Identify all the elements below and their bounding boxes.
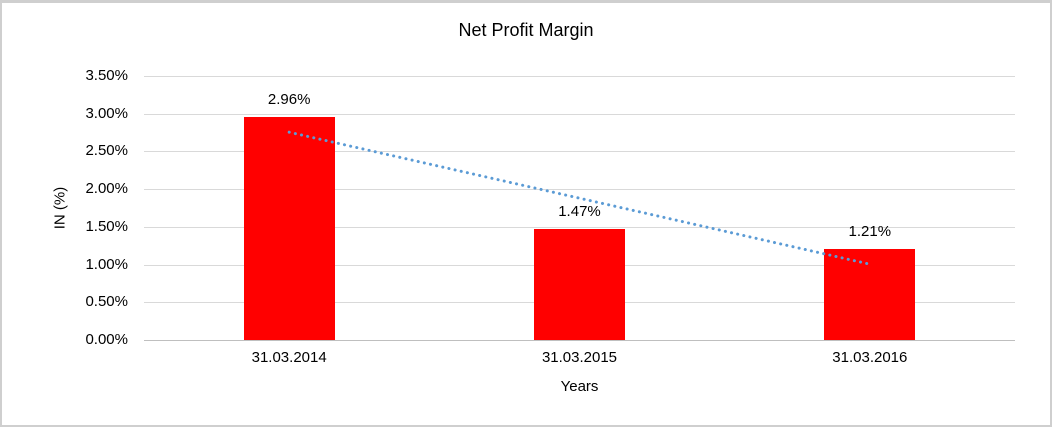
gridline xyxy=(144,340,1015,341)
trendline xyxy=(287,130,872,266)
data-label: 1.21% xyxy=(848,222,892,240)
gridline xyxy=(144,76,1015,77)
trendline-dotted-line xyxy=(287,130,872,266)
gridline xyxy=(144,189,1015,191)
y-tick-label: 3.50% xyxy=(85,67,128,84)
x-axis-title: Years xyxy=(560,378,599,395)
bar-31.03.2016 xyxy=(824,248,916,340)
x-tick-label: 31.03.2015 xyxy=(541,349,618,366)
y-tick-label: 3.00% xyxy=(85,104,128,122)
x-tick-label: 31.03.2014 xyxy=(251,349,327,366)
x-tick-label: 31.03.2016 xyxy=(832,349,908,366)
bar-31.03.2014 xyxy=(243,116,335,340)
y-tick-label: 1.50% xyxy=(85,217,128,235)
gridline xyxy=(144,226,1015,228)
data-label: 1.47% xyxy=(558,203,601,221)
y-tick-label: 0.50% xyxy=(85,293,128,311)
bar-31.03.2015 xyxy=(534,229,625,340)
chart-title: Net Profit Margin xyxy=(458,20,594,40)
y-tick-label: 0.00% xyxy=(85,331,128,348)
y-tick-label: 2.00% xyxy=(85,180,128,198)
y-tick-label: 2.50% xyxy=(85,142,128,160)
gridline xyxy=(144,151,1015,153)
y-tick-label: 1.00% xyxy=(85,255,128,273)
data-label: 2.96% xyxy=(267,90,311,108)
gridline xyxy=(144,113,1015,115)
